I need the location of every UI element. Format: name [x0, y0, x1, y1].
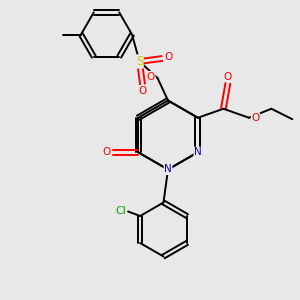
Text: O: O [251, 113, 260, 123]
Text: O: O [138, 85, 147, 96]
Text: N: N [164, 164, 172, 175]
Text: O: O [102, 147, 110, 157]
Text: S: S [136, 55, 143, 68]
Text: O: O [224, 72, 232, 82]
Text: O: O [147, 71, 155, 82]
Text: N: N [194, 147, 202, 157]
Text: O: O [164, 52, 173, 62]
Text: Cl: Cl [115, 206, 126, 217]
